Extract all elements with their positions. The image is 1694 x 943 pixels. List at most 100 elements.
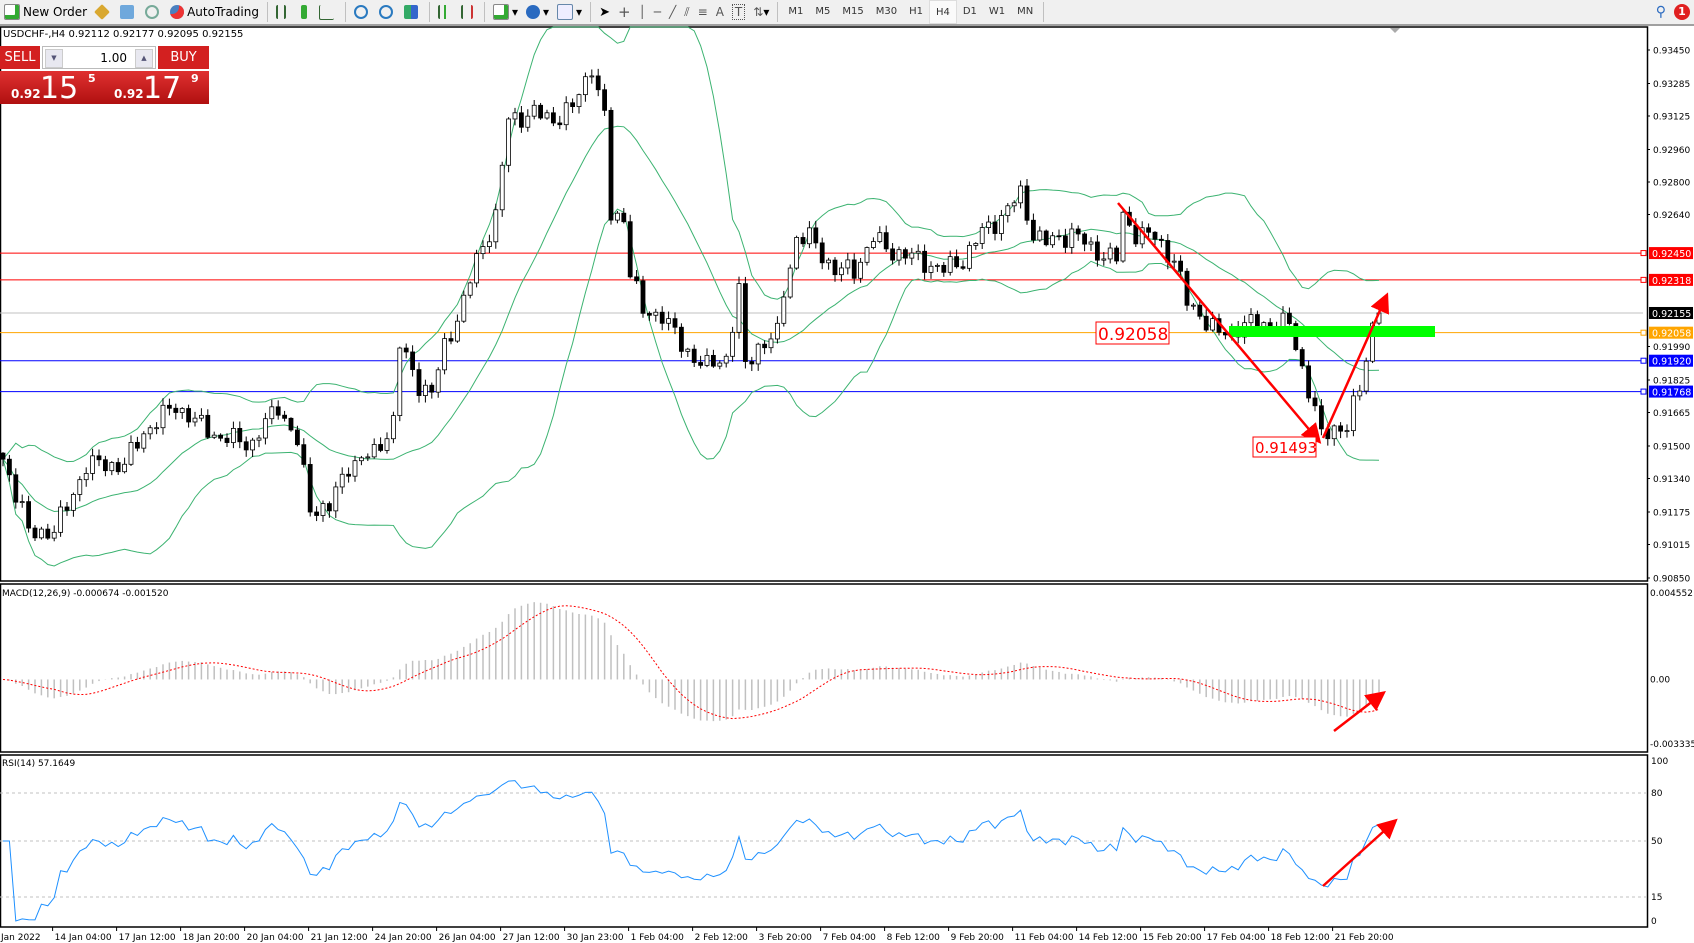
text-button[interactable]: A [712, 1, 728, 23]
horizontal-line-button[interactable]: ─ [650, 1, 665, 23]
timeframe-mn[interactable]: MN [1017, 5, 1034, 17]
candle [205, 409, 211, 440]
bull-candle-body [979, 227, 985, 244]
arrows-button[interactable]: ⇅ ▾ [753, 5, 770, 19]
trendline-button[interactable]: ╱ [665, 1, 680, 23]
cursor-button[interactable]: ➤ [595, 1, 614, 23]
sell-price-big: 15 [40, 71, 79, 106]
candle [1069, 222, 1075, 254]
candle [890, 243, 895, 265]
bear-candle-body [883, 232, 889, 250]
date-label: 11 Feb 04:00 [1015, 933, 1074, 943]
signals-button[interactable] [141, 1, 166, 23]
timeframe-h4[interactable]: H4 [928, 0, 957, 24]
bear-candle-body [1063, 235, 1068, 248]
bear-candle-body [557, 122, 563, 126]
buy-price-button[interactable]: 0.92 17 9 [103, 71, 209, 106]
bar-chart-button[interactable] [272, 1, 293, 23]
crosshair-button[interactable]: + [614, 1, 635, 23]
candle [1043, 229, 1049, 247]
candle [839, 262, 844, 282]
candle [576, 93, 582, 114]
templates-button[interactable]: ▾ [553, 1, 586, 23]
bull-candle-body [589, 75, 595, 78]
timeframe-m15[interactable]: M15 [842, 5, 864, 17]
equidistant-channel-button[interactable]: ⫽ [680, 1, 693, 23]
data-window-icon [120, 5, 135, 19]
price-tick-label: 0.92640 [1653, 211, 1690, 221]
date-label: 7 Feb 04:00 [823, 933, 877, 943]
rsi-tick-label: 50 [1651, 837, 1663, 847]
autoscroll-button[interactable] [457, 1, 480, 23]
bull-candle-body [1248, 314, 1254, 324]
candle [243, 436, 249, 457]
timeframe-w1[interactable]: W1 [988, 5, 1006, 17]
indicators-button[interactable]: ▾ [489, 1, 522, 23]
bear-candle-body [1287, 312, 1292, 324]
candle [339, 467, 345, 494]
fibonacci-button[interactable]: ≡ [694, 1, 712, 23]
candle [1178, 255, 1183, 278]
downtrend-arrow [1117, 202, 1322, 444]
candle [557, 115, 563, 130]
new-order-button[interactable]: New Order [0, 1, 91, 23]
candle [410, 345, 416, 377]
candle [493, 203, 499, 249]
periods-button[interactable]: ▾ [522, 1, 553, 23]
bear-candle-body [326, 503, 332, 512]
bull-candle-body [371, 444, 377, 458]
bull-candle-body [198, 414, 204, 419]
bear-candle-body [0, 452, 6, 460]
candle [314, 506, 320, 522]
tile-windows-button[interactable] [400, 1, 425, 23]
sell-price-button[interactable]: 0.92 15 5 [0, 71, 103, 106]
candle [1056, 229, 1062, 241]
price-line-label-bg [1649, 354, 1693, 367]
price-line-label-bg [1649, 247, 1693, 260]
timeframe-m1[interactable]: M1 [788, 5, 804, 17]
candle [762, 340, 767, 355]
chart-shift-button[interactable] [434, 1, 457, 23]
zoom-in-button[interactable] [350, 1, 375, 23]
bull-candle-body [1191, 304, 1196, 307]
bull-candle-body [499, 164, 505, 211]
notifications-button[interactable]: 1 [1670, 1, 1694, 23]
text-label-button[interactable]: T [728, 1, 749, 23]
price-tick-label: 0.93450 [1653, 47, 1690, 57]
candle [103, 455, 108, 477]
lot-decrease-button[interactable]: ▼ [45, 49, 63, 68]
sell-button[interactable]: SELL [0, 46, 40, 69]
candle [7, 454, 12, 482]
timeframe-m30[interactable]: M30 [875, 5, 898, 17]
autotrading-button[interactable]: AutoTrading [166, 1, 263, 23]
timeframe-d1[interactable]: D1 [962, 5, 977, 17]
vertical-line-button[interactable]: │ [635, 1, 650, 23]
candle [141, 431, 147, 453]
candle [90, 448, 95, 481]
price-tick-label: 0.91825 [1653, 377, 1690, 387]
timeframe-h1[interactable]: H1 [909, 5, 923, 17]
bull-candle-body [563, 102, 569, 126]
candle [454, 314, 460, 343]
bull-candle-body [839, 267, 844, 276]
data-window-button[interactable] [116, 1, 141, 23]
lot-size-input[interactable]: ▼ 1.00 ▲ [42, 46, 156, 69]
candle [787, 264, 793, 299]
buy-button[interactable]: BUY [158, 46, 209, 69]
lot-increase-button[interactable]: ▲ [135, 49, 153, 68]
bull-candle-body [486, 241, 492, 247]
candle [986, 215, 991, 234]
bull-candle-body [858, 261, 863, 279]
line-chart-button[interactable] [315, 1, 341, 23]
candlestick-button[interactable] [293, 1, 315, 23]
bull-candle-body [999, 215, 1004, 234]
bear-candle-body [403, 347, 409, 353]
sell-price-prefix: 0.92 [11, 87, 41, 101]
search-button[interactable]: ⚲ [1652, 1, 1670, 23]
candle [390, 411, 396, 444]
zoom-out-button[interactable] [375, 1, 400, 23]
bull-candle-body [333, 486, 339, 512]
timeframe-m5[interactable]: M5 [815, 5, 831, 17]
candle [294, 425, 300, 447]
